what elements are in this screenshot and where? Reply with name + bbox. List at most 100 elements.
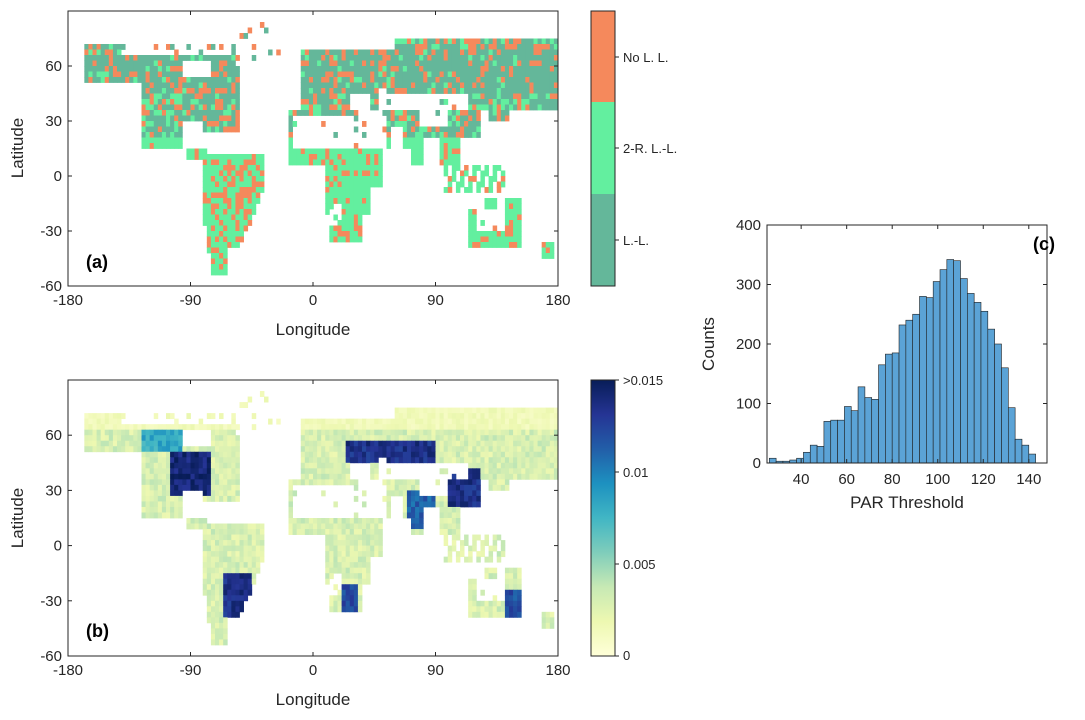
map-cell <box>317 104 322 111</box>
map-cell <box>100 413 106 420</box>
map-cell <box>300 529 306 535</box>
map-cell <box>182 446 187 453</box>
map-cell <box>492 203 498 210</box>
map-cell <box>460 440 465 447</box>
map-cell <box>476 479 481 486</box>
map-cell <box>202 518 208 524</box>
map-cell <box>525 66 530 72</box>
map-cell <box>341 60 347 67</box>
map-cell <box>333 529 338 535</box>
map-cell <box>206 198 212 204</box>
map-cell <box>227 126 232 133</box>
map-cell <box>345 88 351 94</box>
map-cell <box>337 176 342 182</box>
map-cell <box>447 60 453 67</box>
map-cell <box>488 551 494 558</box>
map-cell <box>178 88 183 94</box>
map-cell <box>223 220 228 226</box>
map-cell <box>427 424 432 431</box>
map-cell <box>443 413 449 420</box>
map-cell <box>362 159 367 166</box>
map-cell <box>174 71 179 78</box>
map-cell <box>447 523 453 530</box>
map-cell <box>439 506 445 513</box>
map-cell <box>288 479 293 486</box>
map-cell <box>406 418 412 425</box>
map-cell <box>325 529 330 535</box>
map-cell <box>313 468 318 475</box>
map-cell <box>100 418 106 425</box>
map-cell <box>517 88 522 94</box>
map-cell <box>215 479 220 486</box>
map-cell <box>357 192 363 199</box>
map-cell <box>112 71 118 78</box>
map-cell <box>406 137 412 144</box>
map-cell <box>202 462 208 469</box>
map-cell <box>117 60 122 67</box>
map-cell <box>427 440 432 447</box>
map-cell <box>553 82 558 89</box>
map-cell <box>104 435 110 442</box>
map-cell <box>223 617 228 624</box>
map-cell <box>366 440 371 447</box>
map-cell <box>496 110 502 116</box>
map-cell <box>153 413 159 420</box>
map-cell <box>472 104 477 111</box>
map-cell <box>529 468 534 475</box>
map-cell <box>345 567 351 574</box>
map-cell <box>370 93 375 100</box>
map-cell <box>202 589 208 596</box>
map-cell <box>439 440 445 447</box>
map-cell <box>125 77 130 83</box>
map-cell <box>517 606 522 613</box>
map-cell <box>321 148 326 155</box>
map-cell <box>219 93 224 100</box>
map-cell <box>390 66 396 72</box>
map-cell <box>362 501 367 508</box>
map-cell <box>394 490 400 497</box>
map-cell <box>439 495 445 502</box>
map-cell <box>153 495 159 502</box>
map-cell <box>525 413 530 420</box>
map-cell <box>492 236 498 243</box>
map-cell <box>521 446 526 453</box>
map-cell <box>92 77 97 83</box>
map-cell <box>378 170 383 177</box>
map-cell <box>541 457 547 464</box>
map-cell <box>455 71 461 78</box>
map-cell <box>149 115 155 122</box>
map-cell <box>215 617 220 624</box>
map-cell <box>447 121 453 127</box>
map-cell <box>178 429 183 436</box>
map-cell <box>529 99 534 105</box>
map-cell <box>313 55 318 61</box>
map-cell <box>443 137 449 144</box>
map-cell <box>468 429 473 436</box>
map-cell <box>178 93 183 100</box>
map-cell <box>117 413 122 420</box>
map-cell <box>517 82 522 89</box>
y-axis-label-c: Counts <box>699 317 718 371</box>
map-cell <box>455 66 461 72</box>
map-cell <box>129 429 134 436</box>
map-cell <box>353 209 359 215</box>
map-cell <box>509 468 514 475</box>
map-cell <box>541 66 547 72</box>
map-cell <box>406 82 412 89</box>
map-cell <box>321 518 326 524</box>
map-cell <box>259 529 265 535</box>
map-cell <box>223 203 228 210</box>
map-cell <box>517 231 522 237</box>
x-tick-label: 40 <box>793 471 810 488</box>
map-cell <box>537 99 543 105</box>
map-cell <box>194 473 200 480</box>
map-cell <box>537 407 543 414</box>
map-cell <box>443 506 449 513</box>
map-cell <box>108 440 114 447</box>
map-cell <box>341 93 347 100</box>
map-cell <box>235 446 240 453</box>
map-cell <box>431 44 436 50</box>
map-cell <box>321 93 326 100</box>
map-cell <box>219 110 224 116</box>
map-cell <box>439 446 445 453</box>
